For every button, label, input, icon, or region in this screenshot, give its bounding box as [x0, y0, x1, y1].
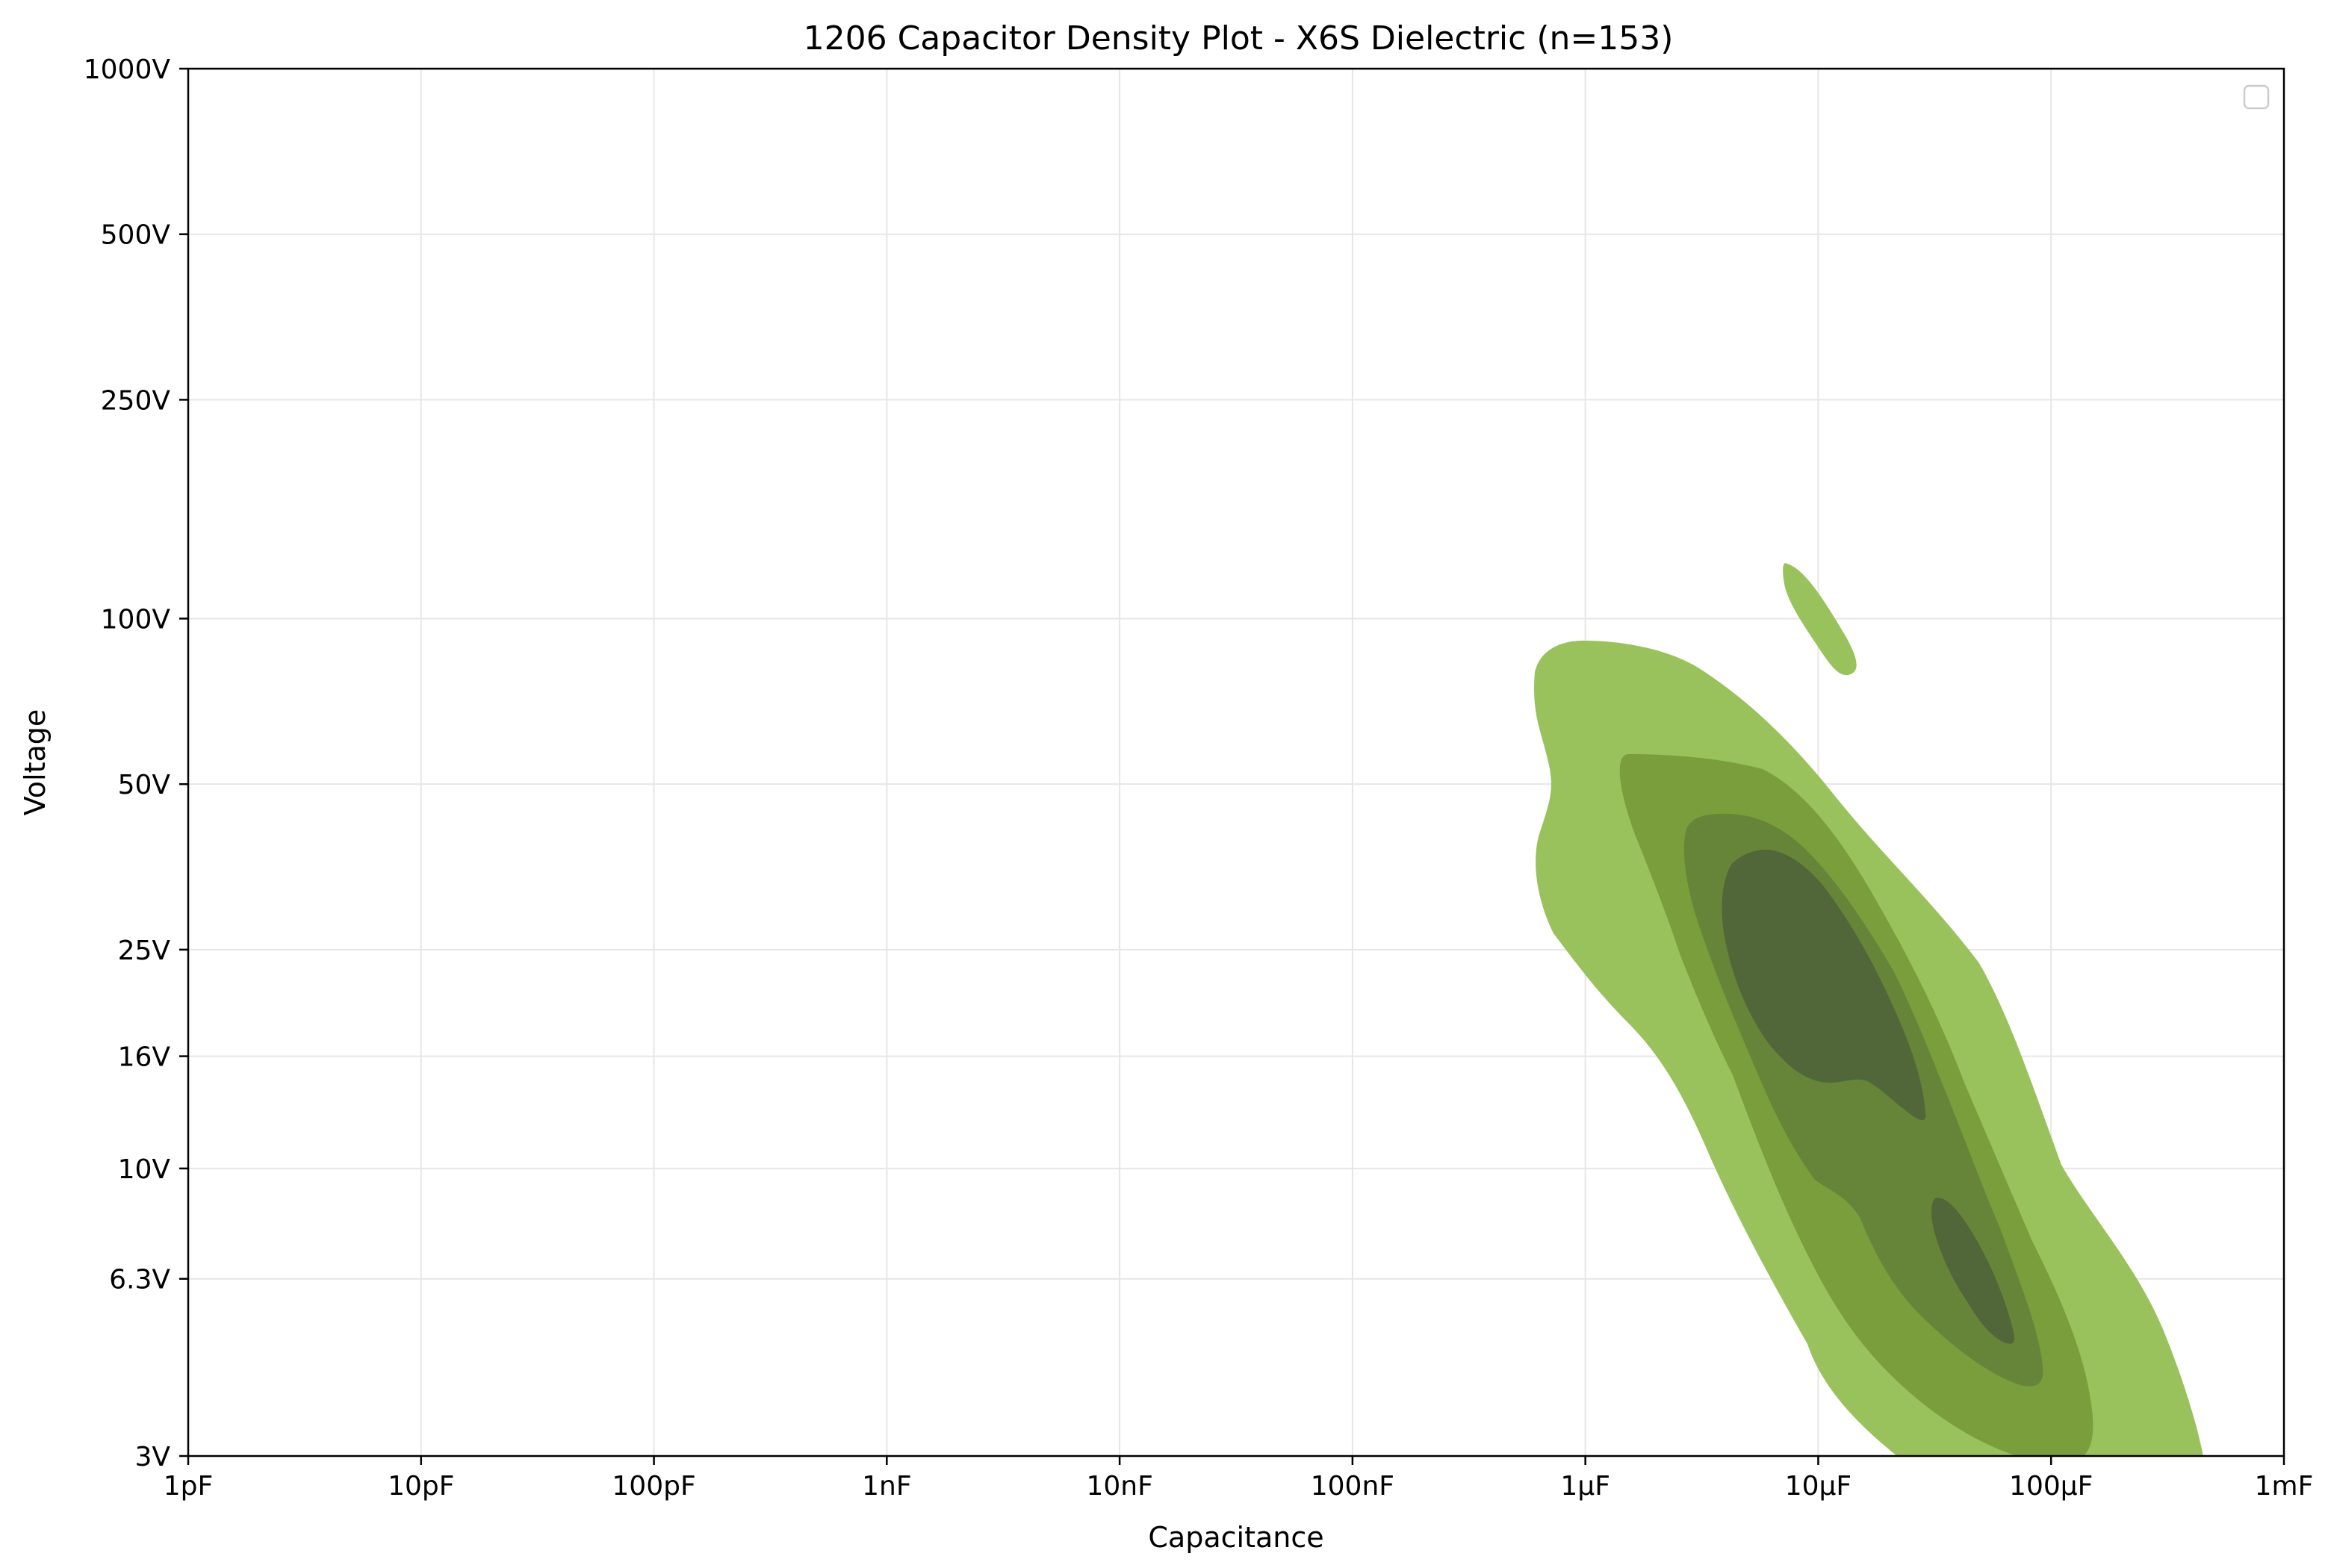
x-tick-label: 100pF: [612, 1471, 695, 1502]
chart-title: 1206 Capacitor Density Plot - X6S Dielec…: [804, 19, 1674, 57]
contour-level-4-lower: [1931, 1197, 2014, 1344]
x-tick-label: 10µF: [1785, 1471, 1851, 1502]
y-tick-label: 10V: [118, 1154, 171, 1185]
contour-level-1-island: [1783, 563, 1857, 676]
legend-box: [2243, 84, 2270, 110]
x-tick-label: 1pF: [164, 1471, 213, 1502]
contour-level-4-upper: [1722, 849, 1926, 1121]
y-tick-label: 250V: [101, 385, 171, 416]
y-axis-label: Voltage: [19, 709, 52, 816]
y-axis-ticks: 3V 6.3V 10V 16V 25V 50V 100V 250V 500V 1000V: [84, 55, 188, 1472]
density-contours: [1534, 563, 2203, 1456]
x-tick-label: 1nF: [862, 1471, 911, 1502]
x-tick-label: 1mF: [2255, 1471, 2314, 1502]
y-tick-label: 500V: [101, 220, 171, 251]
x-tick-label: 100nF: [1311, 1471, 1394, 1502]
y-tick-label: 1000V: [84, 55, 171, 85]
y-tick-label: 16V: [118, 1042, 171, 1073]
y-tick-label: 50V: [118, 770, 171, 800]
y-tick-label: 100V: [101, 604, 171, 635]
x-tick-label: 10nF: [1086, 1471, 1152, 1502]
y-tick-label: 25V: [118, 936, 171, 966]
x-tick-label: 1µF: [1560, 1471, 1610, 1502]
x-tick-label: 10pF: [388, 1471, 454, 1502]
y-tick-label: 6.3V: [109, 1265, 170, 1295]
x-axis-ticks: 1pF 10pF 100pF 1nF 10nF 100nF 1µF 10µF 100µF 1mF: [164, 1456, 2314, 1502]
x-tick-label: 100µF: [2009, 1471, 2093, 1502]
y-tick-label: 3V: [134, 1442, 170, 1472]
axes-frame: [187, 67, 2285, 1457]
x-axis-label: Capacitance: [1148, 1521, 1323, 1554]
